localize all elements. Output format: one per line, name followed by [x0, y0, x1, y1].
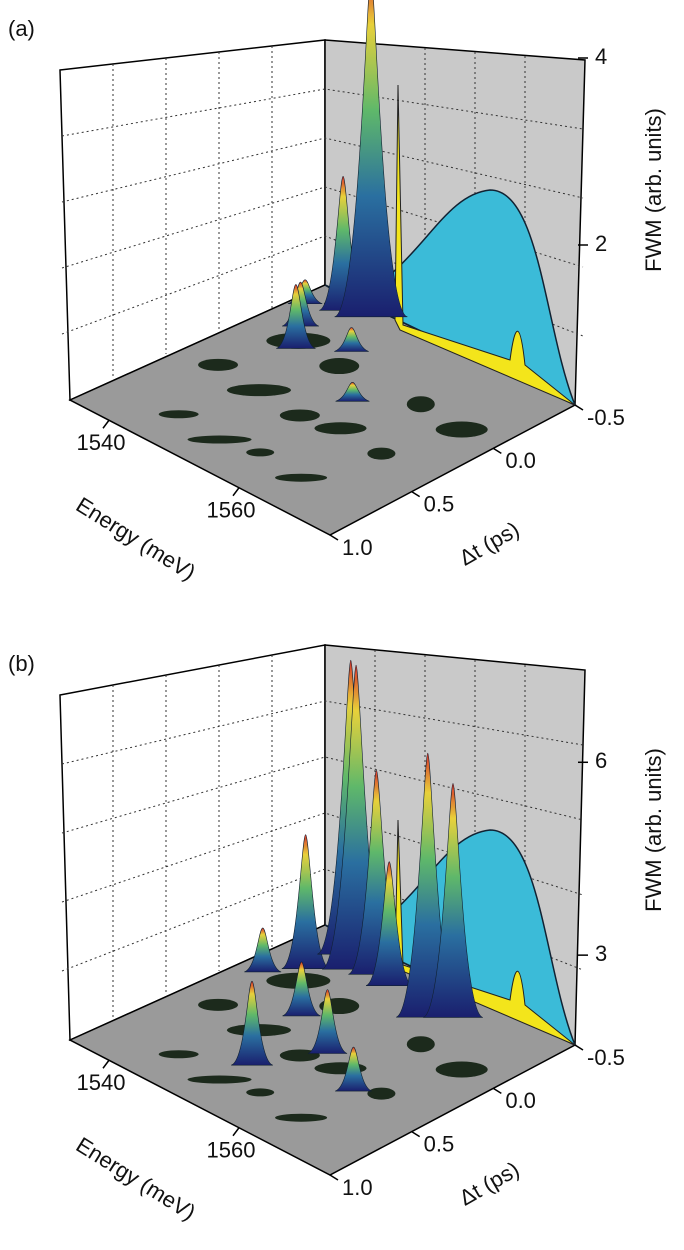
y-tick [492, 447, 502, 454]
floor-patch [187, 435, 252, 444]
z-tick-label: 3 [595, 941, 607, 966]
z-axis-label: FWM (arb. units) [641, 748, 666, 912]
y-axis-label: Δt (ps) [455, 1157, 524, 1211]
z-tick-label: 2 [595, 231, 607, 256]
y-tick-label: -0.5 [587, 1045, 625, 1070]
floor-patch [246, 1088, 275, 1097]
y-tick-label: 0.5 [424, 491, 455, 516]
floor-patch [367, 447, 396, 460]
z-axis-label: FWM (arb. units) [641, 108, 666, 272]
y-tick-label: 0.5 [424, 1131, 455, 1156]
y-tick [574, 404, 584, 411]
x-tick-label: 1560 [207, 1138, 256, 1163]
x-tick-label: 1560 [207, 498, 256, 523]
y-tick-label: 1.0 [342, 1175, 373, 1200]
floor-patch [435, 421, 488, 438]
projection [394, 84, 576, 406]
surface-peak [334, 1046, 373, 1092]
surface-peak [276, 284, 316, 349]
surface-peak [335, 381, 370, 402]
floor-patch [187, 1075, 252, 1084]
y-tick [411, 1131, 421, 1138]
x-tick-label: 1540 [77, 1070, 126, 1095]
floor-patch [198, 998, 239, 1011]
floor-patch [275, 1113, 328, 1122]
y-tick [329, 1174, 339, 1181]
surface-peak [281, 834, 330, 969]
surface-peak [365, 861, 413, 986]
floor-patch [314, 422, 367, 435]
surface-peak [282, 961, 321, 1017]
y-tick-label: -0.5 [587, 405, 625, 430]
floor-patch [275, 473, 328, 482]
x-tick [232, 487, 240, 497]
wall-grid [61, 137, 584, 203]
floor-patch [198, 358, 239, 371]
x-axis-label: Energy (meV) [72, 492, 200, 585]
y-tick [329, 534, 339, 541]
floor-patch [406, 396, 435, 413]
floor-patch [367, 1087, 396, 1100]
floor-patch [246, 448, 275, 457]
z-tick-label: 6 [595, 748, 607, 773]
surface-peak [423, 783, 483, 1018]
floor-patch [226, 384, 291, 397]
y-tick-label: 0.0 [505, 448, 536, 473]
y-tick [411, 491, 421, 498]
floor-patch [279, 409, 320, 422]
z-tick-label: 4 [595, 44, 607, 69]
wall-grid [61, 88, 584, 137]
x-axis-label: Energy (meV) [72, 1132, 200, 1225]
y-tick [492, 1087, 502, 1094]
y-tick-label: 0.0 [505, 1088, 536, 1113]
floor-patch [319, 358, 360, 375]
wall-grid [61, 756, 584, 834]
y-tick-label: 1.0 [342, 535, 373, 560]
x-tick [102, 1059, 110, 1069]
projection [394, 819, 576, 1046]
panel: (b) 3 6 FWM (arb. units) 1540 1560 Energy (meV… [8, 644, 666, 1225]
x-tick-label: 1540 [77, 430, 126, 455]
surface-peak [334, 0, 408, 318]
surface-peak [244, 927, 282, 973]
x-tick [232, 1127, 240, 1137]
floor-patch [158, 410, 199, 419]
floor-patch [435, 1061, 488, 1078]
surface-peak [307, 989, 348, 1054]
panel: (a) 2 4 FWM (arb. units) 1540 1560 Energy (meV… [8, 0, 666, 585]
floor-patch [406, 1036, 435, 1053]
floor-patch [158, 1050, 199, 1059]
surface-peak [334, 327, 369, 352]
panel-label: (a) [8, 16, 35, 41]
wall-grid [61, 700, 584, 765]
x-tick [102, 419, 110, 429]
y-tick [574, 1044, 584, 1051]
surface-peak [231, 980, 273, 1066]
panel-label: (b) [8, 651, 35, 676]
y-axis-label: Δt (ps) [455, 517, 524, 571]
